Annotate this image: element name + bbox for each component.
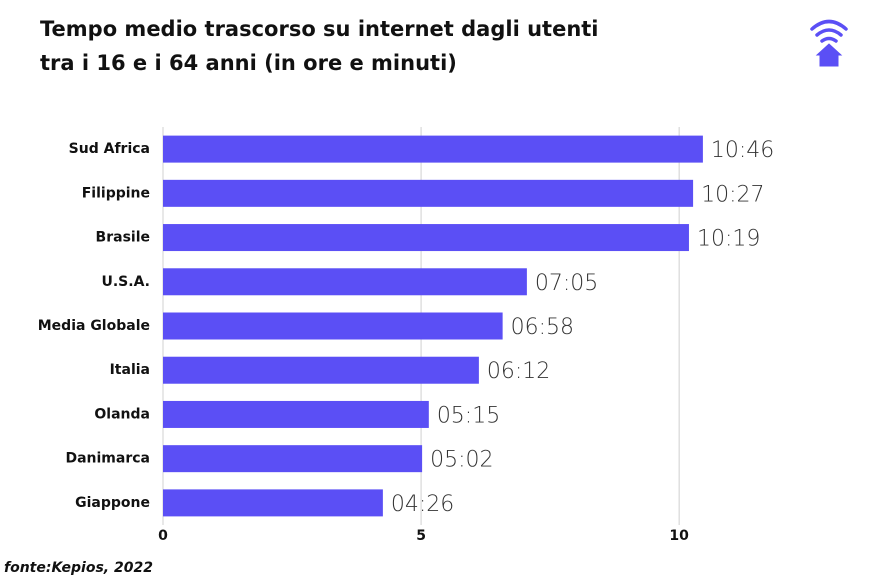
bar — [163, 356, 479, 384]
y-tick-label: U.S.A. — [101, 274, 150, 290]
y-tick-label: Sud Africa — [69, 141, 150, 157]
bar — [163, 312, 503, 340]
value-label: 06:12 — [487, 359, 550, 384]
y-tick-label: Filippine — [82, 185, 150, 201]
y-tick-label: Olanda — [94, 406, 150, 422]
y-tick-label: Italia — [110, 362, 150, 378]
value-label: 05:15 — [437, 403, 500, 428]
bar — [163, 400, 429, 428]
source-note: fonte:Kepios, 2022 — [4, 560, 153, 576]
value-label: 10:19 — [697, 227, 760, 252]
bar — [163, 489, 383, 517]
wifi-home-icon — [810, 19, 848, 67]
bar — [163, 179, 694, 207]
x-tick-label: 5 — [416, 528, 426, 544]
y-tick-label: Brasile — [96, 230, 150, 246]
bar — [163, 445, 423, 473]
value-label: 04:26 — [391, 492, 454, 517]
value-label: 06:58 — [511, 315, 574, 340]
bar — [163, 224, 689, 252]
value-label: 10:46 — [711, 138, 774, 163]
value-label: 07:05 — [535, 271, 598, 296]
x-tick-label: 0 — [158, 528, 168, 544]
x-tick-label: 10 — [669, 528, 689, 544]
y-tick-label: Danimarca — [65, 451, 150, 467]
y-tick-label: Giappone — [75, 495, 150, 511]
chart-title: Tempo medio trascorso su internet dagli … — [40, 17, 599, 75]
value-label: 05:02 — [430, 448, 493, 473]
bar — [163, 135, 703, 163]
bar — [163, 268, 527, 296]
value-label: 10:27 — [701, 182, 764, 207]
y-tick-label: Media Globale — [38, 318, 150, 334]
